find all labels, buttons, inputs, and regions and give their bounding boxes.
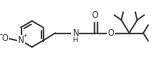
Text: O: O xyxy=(1,34,8,43)
Text: O: O xyxy=(92,10,99,20)
Text: O: O xyxy=(108,28,115,37)
Text: +: + xyxy=(22,33,27,38)
Text: N: N xyxy=(18,36,24,45)
Text: −: − xyxy=(0,31,2,36)
Text: H: H xyxy=(73,37,78,43)
Text: N: N xyxy=(72,28,78,37)
